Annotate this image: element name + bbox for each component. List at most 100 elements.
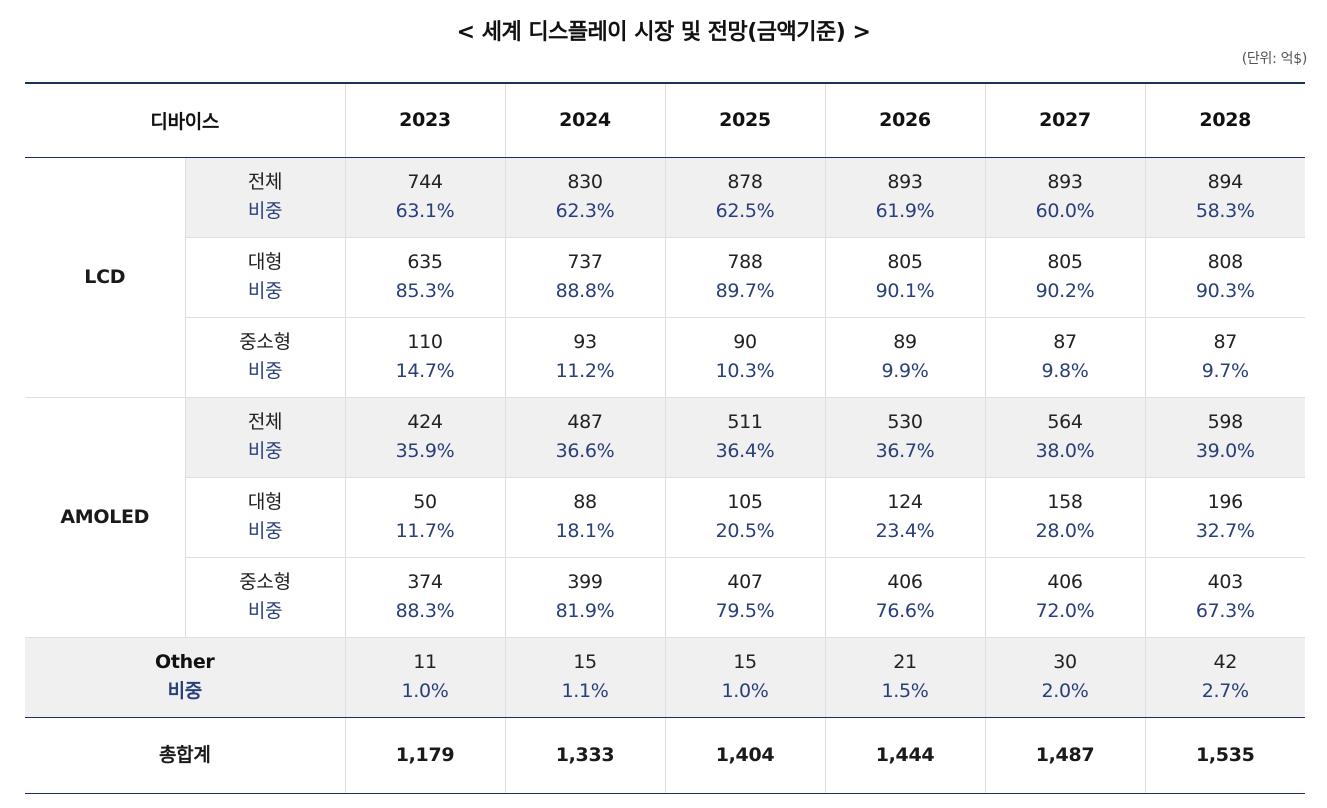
market-value: 403: [1207, 571, 1244, 593]
value-cell: 564 38.0%: [985, 397, 1146, 478]
value-cell: 42 2.7%: [1145, 637, 1306, 718]
market-value: 894: [1207, 171, 1244, 193]
market-value: 598: [1207, 411, 1244, 433]
market-value: 124: [887, 491, 923, 513]
segment-name: 대형: [247, 251, 283, 273]
table-row: LCD 전체 비중 744 63.1% 830 62.3% 878 62.5% 893 61.9% 8…: [25, 157, 1306, 398]
value-cell: 808 90.3%: [1145, 237, 1306, 318]
market-value: 93: [573, 331, 597, 353]
market-value: 399: [567, 571, 603, 593]
market-share: 20.5%: [715, 520, 775, 542]
value-cell: 805 90.2%: [985, 237, 1146, 318]
market-share: 1.0%: [401, 680, 449, 702]
value-cell: 15 1.1%: [505, 637, 666, 718]
market-value: 50: [413, 491, 437, 513]
value-cell: 30 2.0%: [985, 637, 1146, 718]
value-cell: 105 20.5%: [665, 477, 826, 558]
market-value: 158: [1047, 491, 1083, 513]
market-share: 28.0%: [1035, 520, 1095, 542]
table-row: 대형 비중 50 11.7% 88 18.1% 105 20.5% 124 23.4% 158 28.…: [25, 477, 1306, 558]
value-cell: 87 9.8%: [985, 317, 1146, 398]
value-cell: 487 36.6%: [505, 397, 666, 478]
market-value: 30: [1053, 651, 1077, 673]
market-share: 61.9%: [875, 200, 935, 222]
market-share: 62.5%: [715, 200, 775, 222]
market-share: 32.7%: [1195, 520, 1255, 542]
market-value: 196: [1207, 491, 1244, 513]
year-header: 2023: [345, 82, 506, 158]
segment-cell: 대형 비중: [185, 237, 346, 318]
market-share: 58.3%: [1195, 200, 1255, 222]
market-share: 2.0%: [1041, 680, 1089, 702]
value-cell: 21 1.5%: [825, 637, 986, 718]
total-value: 1,444: [825, 717, 986, 794]
amoled-group-label: AMOLED: [25, 397, 186, 638]
value-cell: 158 28.0%: [985, 477, 1146, 558]
table-body: LCD 전체 비중 744 63.1% 830 62.3% 878 62.5% 893 61.9% 8…: [25, 157, 1306, 794]
market-share: 11.7%: [395, 520, 455, 542]
market-value: 87: [1053, 331, 1077, 353]
value-cell: 87 9.7%: [1145, 317, 1306, 398]
table-row-total: 총합계 1,179 1,333 1,404 1,444 1,487 1,535: [25, 717, 1306, 794]
total-value: 1,179: [345, 717, 506, 794]
market-share: 90.1%: [875, 280, 935, 302]
value-cell: 93 11.2%: [505, 317, 666, 398]
market-value: 406: [887, 571, 923, 593]
value-cell: 374 88.3%: [345, 557, 506, 638]
market-value: 424: [407, 411, 443, 433]
market-value: 15: [573, 651, 597, 673]
market-share: 38.0%: [1035, 440, 1095, 462]
value-cell: 403 67.3%: [1145, 557, 1306, 638]
value-cell: 635 85.3%: [345, 237, 506, 318]
market-share: 39.0%: [1195, 440, 1255, 462]
market-value: 374: [407, 571, 443, 593]
segment-cell: 전체 비중: [185, 397, 346, 478]
value-cell: 598 39.0%: [1145, 397, 1306, 478]
year-header: 2024: [505, 82, 666, 158]
table-row: AMOLED 전체 비중 424 35.9% 487 36.6% 511 36.4% 530 36.…: [25, 397, 1306, 638]
segment-cell: 대형 비중: [185, 477, 346, 558]
unit-note: (단위: 억$): [1241, 51, 1308, 67]
value-cell: 744 63.1%: [345, 157, 506, 238]
share-label: 비중: [247, 360, 283, 382]
segment-name: 전체: [247, 171, 283, 193]
market-share: 1.1%: [561, 680, 609, 702]
value-cell: 406 76.6%: [825, 557, 986, 638]
total-value: 1,487: [985, 717, 1146, 794]
segment-cell: 중소형 비중: [185, 557, 346, 638]
value-cell: 50 11.7%: [345, 477, 506, 558]
other-name: Other: [154, 651, 215, 673]
table-row-other: Other 비중 11 1.0% 15 1.1% 15 1.0% 21 1.5% 30 2.0% 42 2…: [25, 637, 1306, 718]
market-share: 23.4%: [875, 520, 935, 542]
market-value: 42: [1213, 651, 1238, 673]
other-label-cell: Other 비중: [25, 637, 346, 718]
market-share: 2.7%: [1201, 680, 1249, 702]
value-cell: 830 62.3%: [505, 157, 666, 238]
display-market-table: 디바이스 2023 2024 2025 2026 2027 2028 LCD 전체…: [25, 82, 1306, 794]
market-share: 88.8%: [555, 280, 615, 302]
market-value: 21: [893, 651, 917, 673]
value-cell: 88 18.1%: [505, 477, 666, 558]
lcd-group-label: LCD: [25, 157, 186, 398]
market-share: 18.1%: [555, 520, 615, 542]
value-cell: 424 35.9%: [345, 397, 506, 478]
market-value: 105: [727, 491, 763, 513]
market-share: 36.4%: [715, 440, 775, 462]
market-value: 737: [567, 251, 603, 273]
market-value: 87: [1213, 331, 1238, 353]
market-value: 805: [887, 251, 923, 273]
market-value: 15: [733, 651, 757, 673]
value-cell: 878 62.5%: [665, 157, 826, 238]
market-value: 511: [727, 411, 763, 433]
market-value: 830: [567, 171, 603, 193]
year-header: 2027: [985, 82, 1146, 158]
value-cell: 894 58.3%: [1145, 157, 1306, 238]
table-row: 대형 비중 635 85.3% 737 88.8% 788 89.7% 805 90.1% 805 9…: [25, 237, 1306, 318]
market-value: 406: [1047, 571, 1083, 593]
market-share: 81.9%: [555, 600, 615, 622]
header-row: 디바이스 2023 2024 2025 2026 2027 2028: [25, 82, 1306, 158]
share-label: 비중: [167, 680, 203, 702]
market-share: 63.1%: [395, 200, 455, 222]
market-share: 14.7%: [395, 360, 455, 382]
market-value: 878: [727, 171, 763, 193]
